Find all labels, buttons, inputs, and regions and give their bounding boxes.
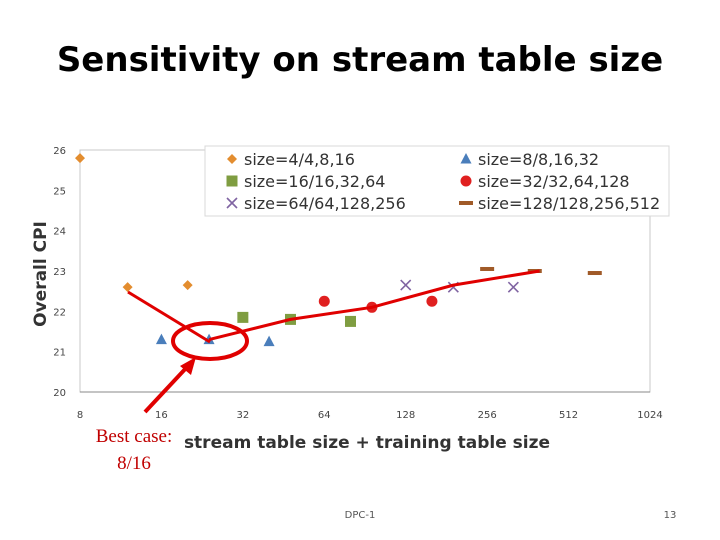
data-point	[587, 271, 602, 276]
y-tick-label: 20	[53, 388, 66, 399]
callout-arrowhead	[180, 357, 196, 375]
y-tick-label: 22	[53, 307, 66, 318]
data-point	[155, 333, 167, 345]
x-tick-label: 256	[478, 410, 497, 421]
legend-marker	[226, 197, 238, 209]
x-tick-label: 8	[77, 410, 83, 421]
legend: size=4/4,8,16 size=8/8,16,32 size=16/16,32…	[204, 145, 670, 217]
x-tick-label: 16	[155, 410, 168, 421]
y-tick-labels: 20 21 22 23 24 25 26	[53, 146, 66, 399]
data-point	[507, 281, 519, 293]
x-tick-label: 1024	[637, 410, 662, 421]
legend-label: size=16/16,32,64	[244, 172, 385, 191]
footer-center: DPC-1	[345, 510, 376, 521]
legend-label: size=32/32,64,128	[478, 172, 630, 191]
y-tick-label: 23	[53, 267, 66, 278]
y-axis-title: Overall CPI	[31, 221, 51, 327]
trend-line	[208, 269, 540, 342]
x-tick-label: 512	[559, 410, 578, 421]
legend-marker	[460, 153, 472, 164]
y-tick-label: 25	[53, 186, 66, 197]
x-tick-label: 64	[318, 410, 331, 421]
annotation-trend	[208, 269, 540, 342]
legend-marker	[459, 201, 473, 205]
best-case-callout: Best case: 8/16	[96, 290, 249, 474]
callout-label-line1: Best case:	[96, 426, 173, 447]
legend-marker	[460, 175, 472, 187]
data-point	[480, 266, 495, 271]
legend-label: size=8/8,16,32	[478, 150, 599, 169]
x-tick-label: 32	[236, 410, 249, 421]
callout-arrow	[143, 364, 190, 414]
callout-circle	[171, 321, 249, 361]
slide-title: Sensitivity on stream table size	[56, 40, 664, 80]
page-number: 13	[664, 510, 677, 521]
y-tick-label: 21	[53, 348, 66, 359]
data-point	[122, 282, 133, 293]
legend-marker	[226, 175, 238, 187]
data-point	[263, 335, 275, 347]
callout-pointer-line	[127, 290, 211, 344]
data-point	[344, 315, 356, 327]
legend-label: size=128/128,256,512	[478, 194, 660, 213]
data-point	[75, 153, 85, 164]
y-tick-label: 24	[53, 227, 66, 238]
legend-box	[204, 145, 670, 217]
legend-label: size=64/64,128,256	[244, 194, 406, 213]
data-point	[400, 279, 412, 291]
data-point	[182, 280, 193, 291]
data-point	[318, 295, 330, 307]
x-axis-title: stream table size + training table size	[184, 433, 550, 453]
legend-label: size=4/4,8,16	[244, 150, 355, 169]
data-point	[237, 311, 249, 323]
x-tick-label: 128	[396, 410, 415, 421]
callout-label-line2: 8/16	[117, 453, 151, 474]
y-tick-label: 26	[53, 146, 66, 157]
x-tick-labels: 8 16 32 64 128 256 512 1024	[77, 410, 663, 421]
legend-marker	[227, 154, 237, 164]
data-point	[426, 295, 438, 307]
